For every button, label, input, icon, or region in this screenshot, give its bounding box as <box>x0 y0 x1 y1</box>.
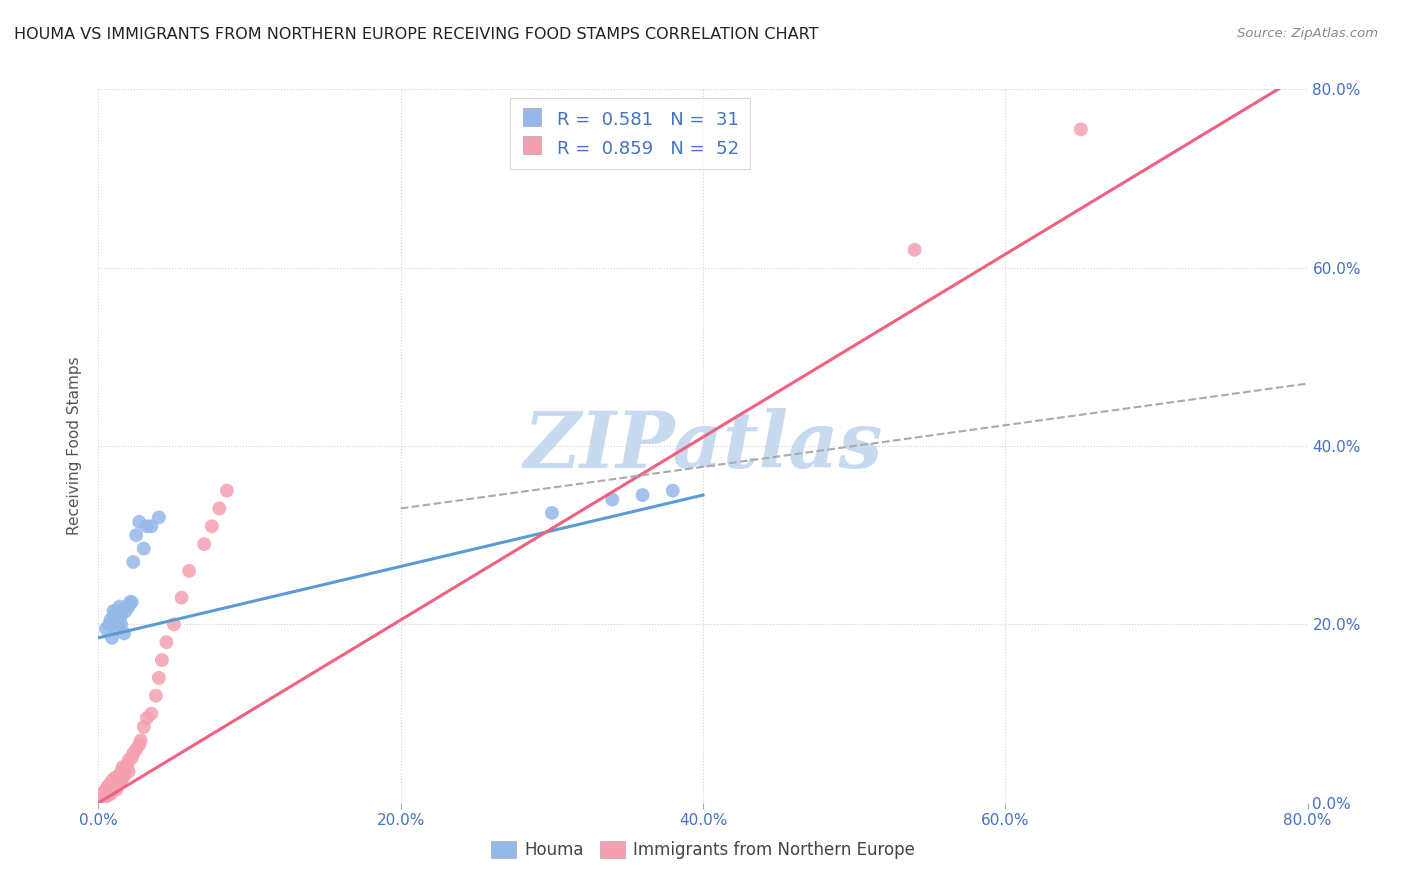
Point <box>145 689 167 703</box>
Point <box>904 243 927 257</box>
Point <box>118 599 141 614</box>
Point <box>115 599 138 614</box>
Point <box>100 787 122 801</box>
Point <box>125 742 148 756</box>
Point <box>101 780 124 794</box>
Point <box>98 778 121 792</box>
Point <box>111 604 134 618</box>
Point <box>193 537 215 551</box>
Point <box>128 738 150 752</box>
Point <box>128 515 150 529</box>
Point <box>125 528 148 542</box>
Point <box>141 519 163 533</box>
Legend: Houma, Immigrants from Northern Europe: Houma, Immigrants from Northern Europe <box>484 834 922 866</box>
Text: Source: ZipAtlas.com: Source: ZipAtlas.com <box>1237 27 1378 40</box>
Y-axis label: Receiving Food Stamps: Receiving Food Stamps <box>67 357 83 535</box>
Point <box>110 617 132 632</box>
Point <box>107 769 129 783</box>
Point <box>540 506 562 520</box>
Point <box>108 599 131 614</box>
Point <box>121 595 143 609</box>
Point <box>96 780 118 794</box>
Point <box>107 617 129 632</box>
Point <box>215 483 238 498</box>
Point <box>135 519 157 533</box>
Point <box>602 492 624 507</box>
Point <box>132 541 155 556</box>
Point <box>112 626 135 640</box>
Point <box>105 782 128 797</box>
Point <box>94 782 117 797</box>
Point <box>98 785 121 799</box>
Point <box>98 617 121 632</box>
Point <box>108 776 131 790</box>
Point <box>163 617 186 632</box>
Point <box>201 519 224 533</box>
Point <box>100 613 122 627</box>
Point <box>101 773 124 788</box>
Point <box>114 604 136 618</box>
Point <box>122 747 145 761</box>
Point <box>135 711 157 725</box>
Point <box>208 501 231 516</box>
Point <box>110 608 132 623</box>
Point <box>93 789 115 803</box>
Point <box>103 776 125 790</box>
Point <box>94 785 117 799</box>
Point <box>129 733 152 747</box>
Point <box>107 773 129 788</box>
Point <box>179 564 201 578</box>
Point <box>148 671 170 685</box>
Point <box>101 631 124 645</box>
Point <box>114 762 136 776</box>
Point <box>110 773 132 788</box>
Point <box>91 791 114 805</box>
Point <box>104 780 127 794</box>
Point <box>155 635 177 649</box>
Point <box>121 751 143 765</box>
Point <box>96 789 118 803</box>
Point <box>120 595 142 609</box>
Point <box>105 604 128 618</box>
Point <box>115 758 138 772</box>
Point <box>100 782 122 797</box>
Point <box>132 720 155 734</box>
Point <box>104 622 127 636</box>
Point <box>94 622 117 636</box>
Point <box>110 764 132 779</box>
Point <box>122 555 145 569</box>
Text: ZIPatlas: ZIPatlas <box>523 408 883 484</box>
Point <box>103 782 125 797</box>
Point <box>103 604 125 618</box>
Point <box>111 771 134 785</box>
Point <box>661 483 683 498</box>
Point <box>170 591 193 605</box>
Point <box>141 706 163 721</box>
Point <box>631 488 654 502</box>
Point <box>118 764 141 779</box>
Point <box>148 510 170 524</box>
Point <box>105 778 128 792</box>
Point <box>90 787 112 801</box>
Point <box>105 613 128 627</box>
Point <box>111 760 134 774</box>
Point <box>118 753 141 767</box>
Point <box>150 653 173 667</box>
Point <box>103 608 125 623</box>
Point <box>104 771 127 785</box>
Point <box>112 769 135 783</box>
Text: HOUMA VS IMMIGRANTS FROM NORTHERN EUROPE RECEIVING FOOD STAMPS CORRELATION CHART: HOUMA VS IMMIGRANTS FROM NORTHERN EUROPE… <box>14 27 818 42</box>
Point <box>1070 122 1092 136</box>
